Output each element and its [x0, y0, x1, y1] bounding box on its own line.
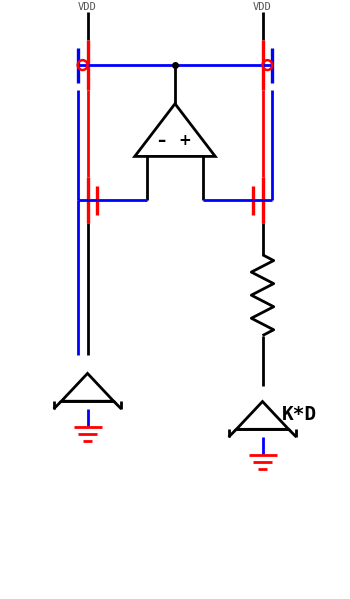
- Text: +: +: [178, 133, 191, 148]
- Text: VDD: VDD: [253, 2, 272, 13]
- Text: VDD: VDD: [78, 2, 97, 13]
- Text: K*D: K*D: [282, 405, 317, 424]
- Text: –: –: [157, 132, 165, 150]
